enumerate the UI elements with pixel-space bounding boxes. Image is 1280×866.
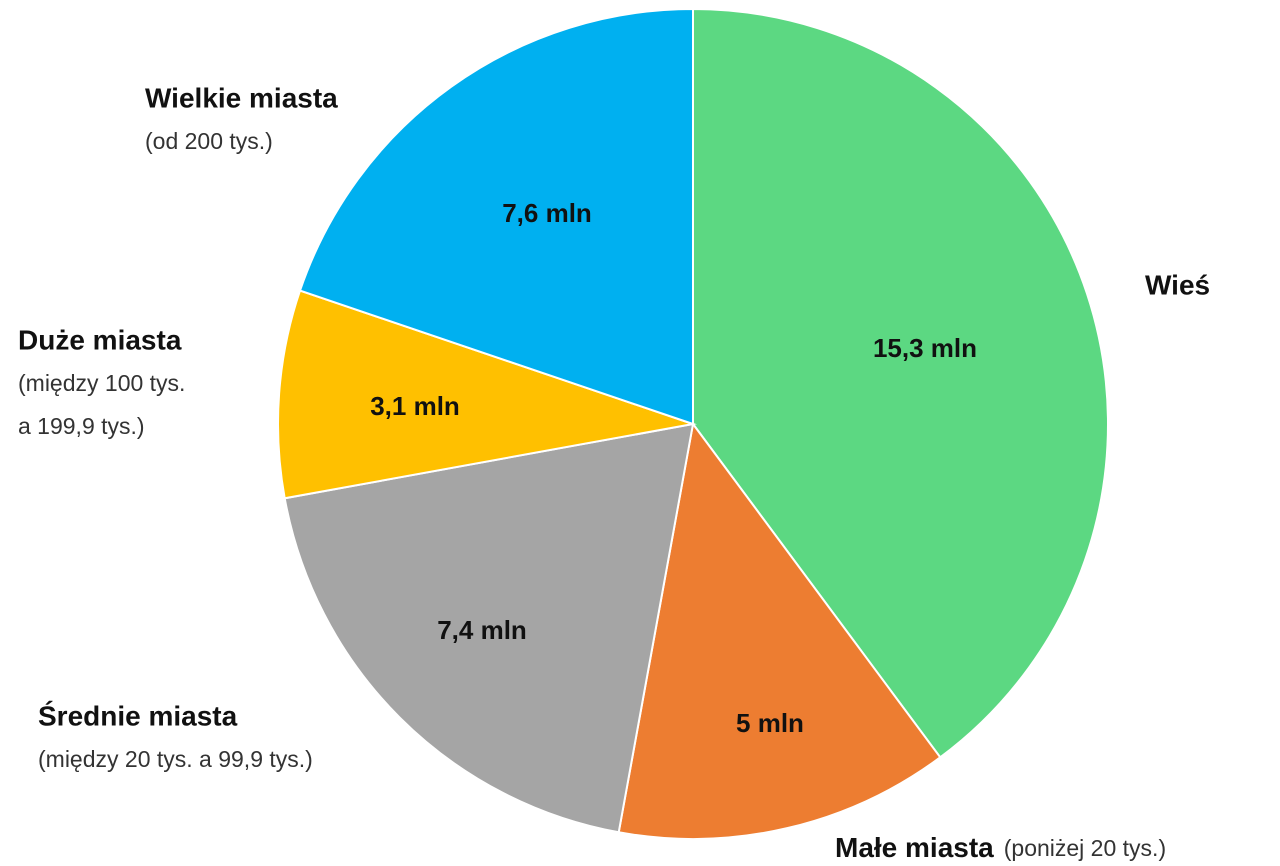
category-note: (poniżej 20 tys.) (1004, 835, 1166, 861)
pie-slice (277, 289, 697, 500)
pie-slice (692, 7, 1109, 759)
value-label: 7,4 mln (437, 615, 527, 645)
pie-slice (617, 421, 942, 840)
category-name: Wielkie miasta (145, 82, 338, 113)
pie-slice (283, 422, 695, 834)
value-label: 3,1 mln (370, 391, 460, 421)
pie-slice (298, 7, 694, 426)
value-label: 15,3 mln (873, 333, 977, 363)
category-name: Małe miasta (835, 832, 994, 863)
category-note: a 199,9 tys.) (18, 413, 145, 439)
value-label: 5 mln (736, 708, 804, 738)
category-note: (między 100 tys. (18, 370, 185, 396)
category-name: Wieś (1145, 269, 1210, 300)
category-note: (od 200 tys.) (145, 128, 273, 154)
category-name: Duże miasta (18, 324, 182, 355)
category-name: Średnie miasta (38, 700, 238, 731)
value-label: 7,6 mln (502, 198, 592, 228)
category-label: Małe miasta (poniżej 20 tys.) (835, 832, 1166, 863)
category-note: (między 20 tys. a 99,9 tys.) (38, 746, 313, 772)
